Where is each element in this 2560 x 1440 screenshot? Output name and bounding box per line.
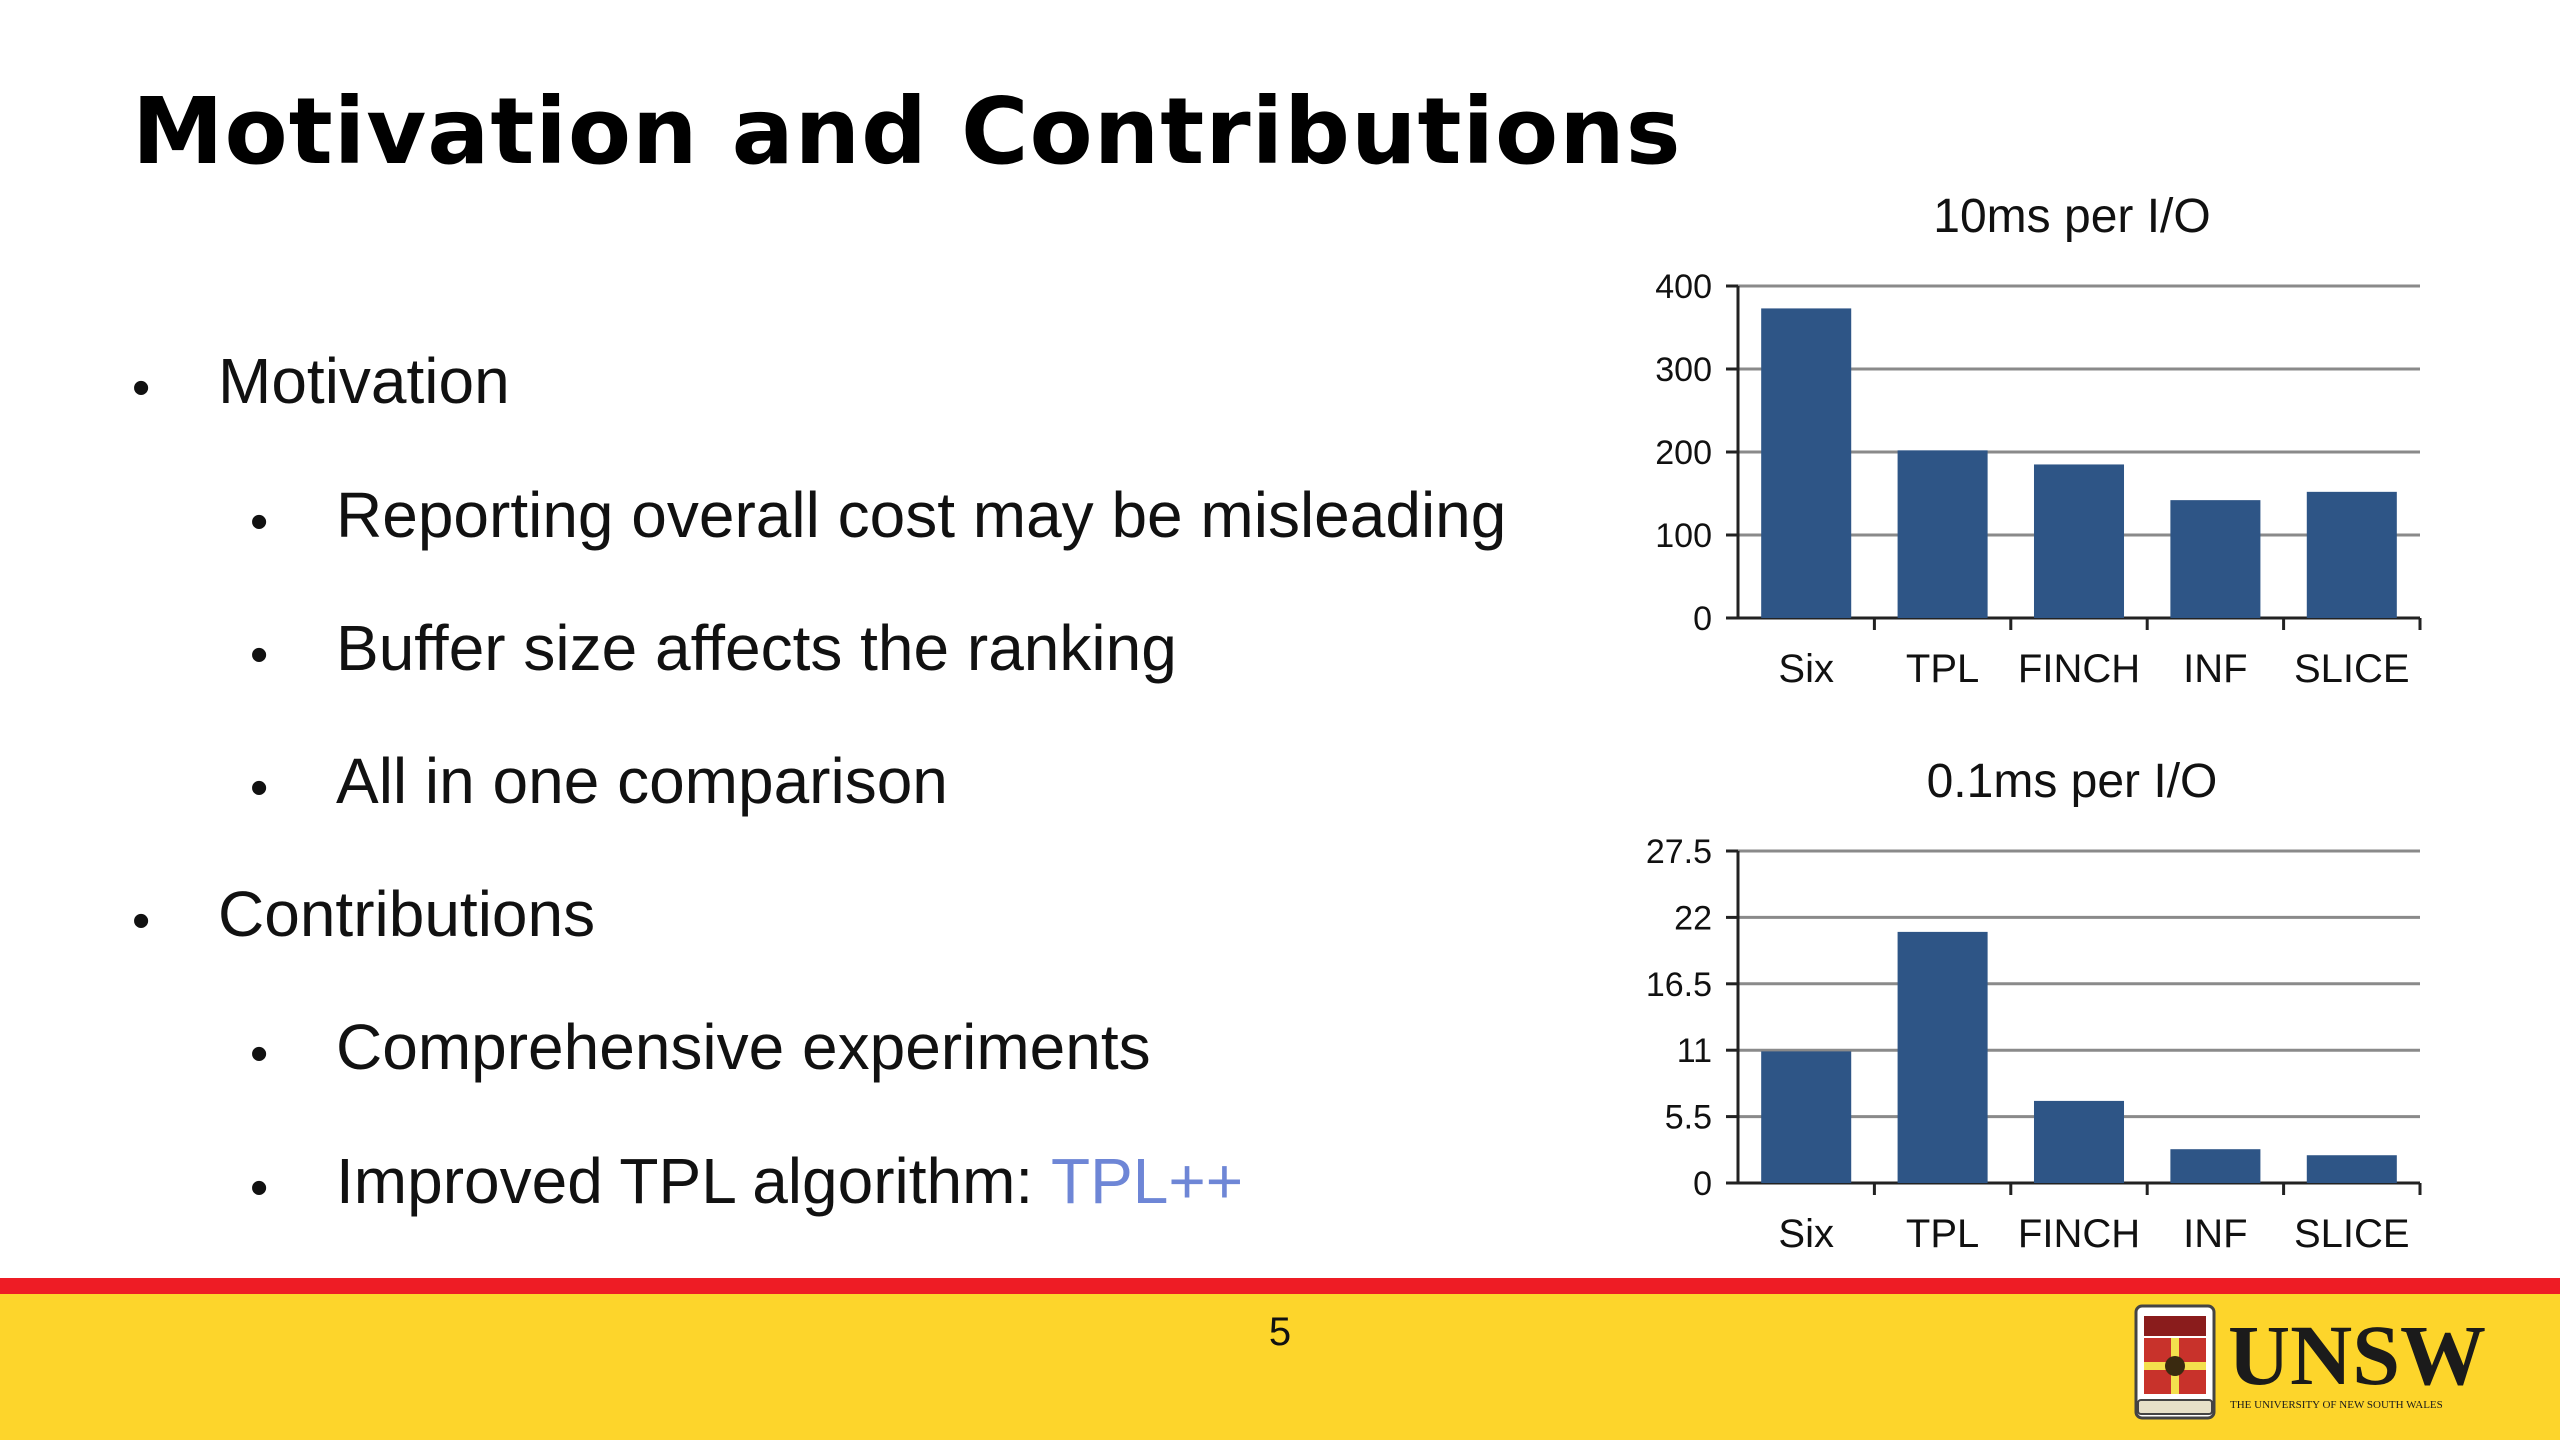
bullet-dot-icon: • (250, 626, 269, 684)
y-tick-label: 16.5 (1646, 966, 1712, 1004)
y-tick-label: 200 (1655, 434, 1712, 472)
x-tick-label: FINCH (2018, 647, 2140, 691)
chart-10ms: 10ms per I/O 0 100 200 300 400 Six TPL FINCH INF S… (1600, 180, 2440, 700)
y-tick-label: 11 (1677, 1032, 1712, 1070)
bullet-text: Comprehensive experiments (336, 1011, 1151, 1083)
bullet-item: • Buffer size affects the ranking (250, 611, 1177, 685)
x-tick-label: TPL (1906, 647, 1979, 691)
chart-title: 0.1ms per I/O (1927, 755, 2218, 808)
bar-finch (2033, 1100, 2125, 1183)
bar-finch (2033, 464, 2125, 618)
bullet-item: • Reporting overall cost may be misleadi… (250, 478, 1506, 552)
bullet-dot-icon: • (250, 1159, 269, 1217)
bar-slice (2306, 491, 2397, 618)
footer-red-stripe (0, 1278, 2560, 1294)
bullet-list: • Motivation • Reporting overall cost ma… (132, 344, 1506, 1218)
bullet-text: Improved TPL algorithm: (336, 1145, 1051, 1217)
unsw-logo: UNSW THE UNIVERSITY OF NEW SOUTH WALES (2132, 1302, 2512, 1430)
y-tick-label: 27.5 (1646, 833, 1712, 871)
bullet-item: • Improved TPL algorithm: TPL++ (250, 1144, 1243, 1218)
bullet-dot-icon: • (250, 759, 269, 817)
x-tick-label: Six (1778, 647, 1834, 691)
y-tick-label: 0 (1693, 1165, 1712, 1203)
bullet-item: • Comprehensive experiments (250, 1010, 1151, 1084)
x-tick-label: INF (2183, 647, 2247, 691)
bar-tpl (1897, 931, 1988, 1183)
slide-title: Motivation and Contributions (132, 78, 1682, 185)
x-tick-label: SLICE (2294, 647, 2410, 691)
bar-six (1761, 308, 1852, 618)
y-tick-label: 100 (1655, 517, 1712, 555)
bullet-text: All in one comparison (336, 745, 948, 817)
bullet-dot-icon: • (132, 359, 151, 417)
y-tick-label: 300 (1655, 351, 1712, 389)
bar-inf (2170, 1149, 2261, 1183)
footer-yellow-band (0, 1294, 2560, 1440)
bar-slice (2306, 1155, 2397, 1183)
chart-0-1ms: 0.1ms per I/O 0 5.5 11 16.5 22 27.5 Six TPL FINCH… (1600, 745, 2440, 1265)
bar-six (1761, 1051, 1852, 1183)
bullet-dot-icon: • (132, 892, 151, 950)
bullet-text: Motivation (218, 345, 510, 417)
bullet-text: Contributions (218, 878, 596, 950)
bar-inf (2170, 500, 2261, 618)
x-tick-label: Six (1778, 1212, 1834, 1256)
y-tick-label: 0 (1693, 600, 1712, 638)
chart-10ms-svg: 10ms per I/O 0 100 200 300 400 Six TPL FINCH INF S… (1655, 190, 2422, 691)
logo-wordmark: UNSW (2228, 1307, 2486, 1403)
bullet-text: Reporting overall cost may be misleading (336, 479, 1507, 551)
unsw-crest-icon: UNSW THE UNIVERSITY OF NEW SOUTH WALES (2134, 1304, 2486, 1420)
tpl-plus-plus-highlight: TPL++ (1050, 1145, 1244, 1217)
chart-0-1ms-svg: 0.1ms per I/O 0 5.5 11 16.5 22 27.5 Six TPL FINCH… (1646, 755, 2422, 1256)
chart-title: 10ms per I/O (1933, 190, 2210, 243)
bullet-item: • Contributions (132, 877, 595, 951)
y-tick-label: 22 (1674, 899, 1712, 937)
x-tick-label: INF (2183, 1212, 2247, 1256)
bar-tpl (1897, 450, 1988, 618)
footer-band (0, 1278, 2560, 1440)
y-tick-label: 5.5 (1665, 1099, 1712, 1137)
bullet-dot-icon: • (250, 493, 269, 551)
bullet-item: • All in one comparison (250, 744, 948, 818)
logo-tagline: THE UNIVERSITY OF NEW SOUTH WALES (2230, 1399, 2443, 1411)
bullet-text: Buffer size affects the ranking (336, 612, 1177, 684)
y-tick-label: 400 (1655, 268, 1712, 306)
page-number: 5 (1268, 1310, 1292, 1354)
bullet-item: • Motivation (132, 344, 510, 418)
x-tick-label: TPL (1906, 1212, 1979, 1256)
x-tick-label: SLICE (2294, 1212, 2410, 1256)
x-tick-label: FINCH (2018, 1212, 2140, 1256)
bullet-dot-icon: • (250, 1025, 269, 1083)
